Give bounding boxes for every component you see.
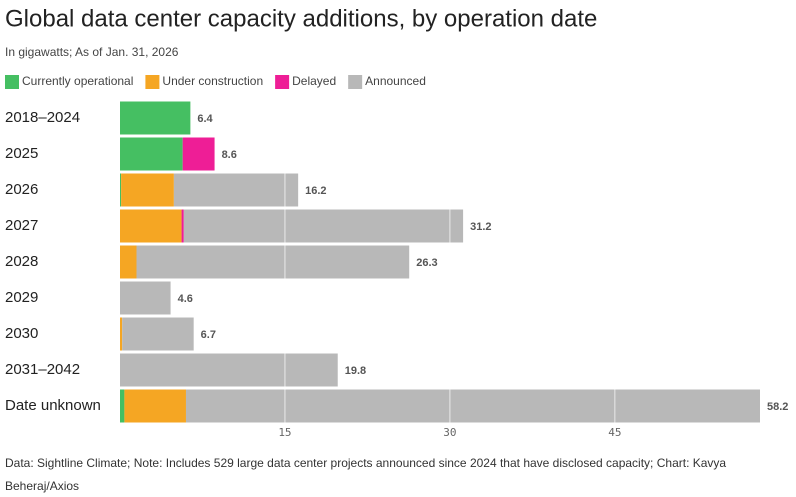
y-tick-label: 2026 (5, 181, 38, 198)
bar-segment (124, 389, 186, 423)
bar-segment (183, 209, 464, 243)
bar-segment (122, 317, 194, 351)
legend-swatch (145, 75, 160, 89)
bar-segment (120, 137, 183, 171)
y-tick-label: 2028 (5, 253, 38, 270)
y-tick-label: Date unknown (5, 397, 101, 414)
chart-subtitle: In gigawatts; As of Jan. 31, 2026 (5, 45, 179, 59)
total-label: 4.6 (178, 293, 193, 305)
bar-segment (173, 173, 299, 207)
chart: Global data center capacity additions, b… (5, 5, 788, 439)
bar-segment (120, 173, 122, 207)
total-label: 8.6 (222, 149, 237, 161)
bar-segment (120, 389, 125, 423)
y-tick-label: 2018–2024 (5, 109, 80, 126)
total-label: 6.4 (197, 113, 213, 125)
legend-label: Announced (365, 74, 426, 88)
x-tick-label: 30 (443, 426, 456, 439)
bar-segment (120, 317, 123, 351)
y-tick-label: 2029 (5, 289, 38, 306)
bar-segment (185, 389, 761, 423)
y-tick-label: 2030 (5, 325, 38, 342)
bar-segment (121, 173, 174, 207)
total-label: 16.2 (305, 185, 326, 197)
legend-swatch (275, 75, 290, 89)
bar-segment (120, 101, 191, 135)
legend-swatch (5, 75, 19, 89)
x-tick-label: 45 (608, 426, 621, 439)
total-label: 26.3 (416, 257, 437, 269)
legend-label: Under construction (162, 74, 263, 88)
bar-segment (120, 281, 171, 315)
source-note: Data: Sightline Climate; Note: Includes … (5, 456, 727, 493)
bar-segment (120, 353, 338, 387)
bar-segment (182, 137, 215, 171)
chart-title: Global data center capacity additions, b… (5, 5, 597, 32)
legend-label: Delayed (292, 74, 336, 88)
bar-segment (120, 245, 137, 279)
total-label: 58.2 (767, 401, 788, 413)
legend-label: Currently operational (22, 74, 133, 88)
bar-segment (120, 209, 182, 243)
total-label: 19.8 (345, 365, 366, 377)
bar-segment (136, 245, 410, 279)
y-tick-label: 2025 (5, 145, 38, 162)
bar-segment (181, 209, 184, 243)
total-label: 6.7 (201, 329, 216, 341)
total-label: 31.2 (470, 221, 491, 233)
y-tick-label: 2027 (5, 217, 38, 234)
y-tick-label: 2031–2042 (5, 361, 80, 378)
legend-swatch (348, 75, 363, 89)
x-tick-label: 15 (278, 426, 291, 439)
